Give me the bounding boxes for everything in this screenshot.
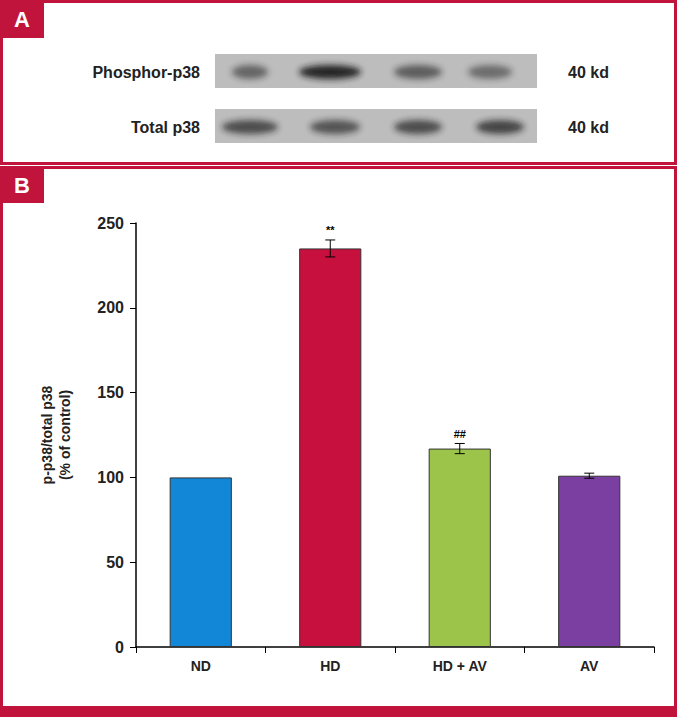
svg-text:0: 0 [115, 639, 124, 656]
svg-text:Total p38: Total p38 [131, 119, 200, 136]
svg-text:200: 200 [97, 299, 124, 316]
svg-text:Phosphor-p38: Phosphor-p38 [92, 64, 200, 81]
svg-text:p-p38/total p38: p-p38/total p38 [39, 385, 55, 484]
svg-text:150: 150 [97, 384, 124, 401]
svg-text:250: 250 [97, 215, 124, 232]
svg-text:40 kd: 40 kd [568, 64, 609, 81]
svg-text:ND: ND [191, 658, 211, 674]
svg-text:HD: HD [320, 658, 340, 674]
svg-text:50: 50 [106, 554, 124, 571]
svg-text:(% of control): (% of control) [57, 390, 73, 480]
svg-text:B: B [14, 173, 30, 198]
svg-text:100: 100 [97, 469, 124, 486]
svg-text:AV: AV [580, 658, 599, 674]
svg-text:40 kd: 40 kd [568, 119, 609, 136]
svg-text:HD + AV: HD + AV [433, 658, 488, 674]
svg-text:##: ## [454, 428, 466, 440]
svg-text:A: A [14, 7, 30, 32]
svg-text:**: ** [326, 224, 335, 236]
